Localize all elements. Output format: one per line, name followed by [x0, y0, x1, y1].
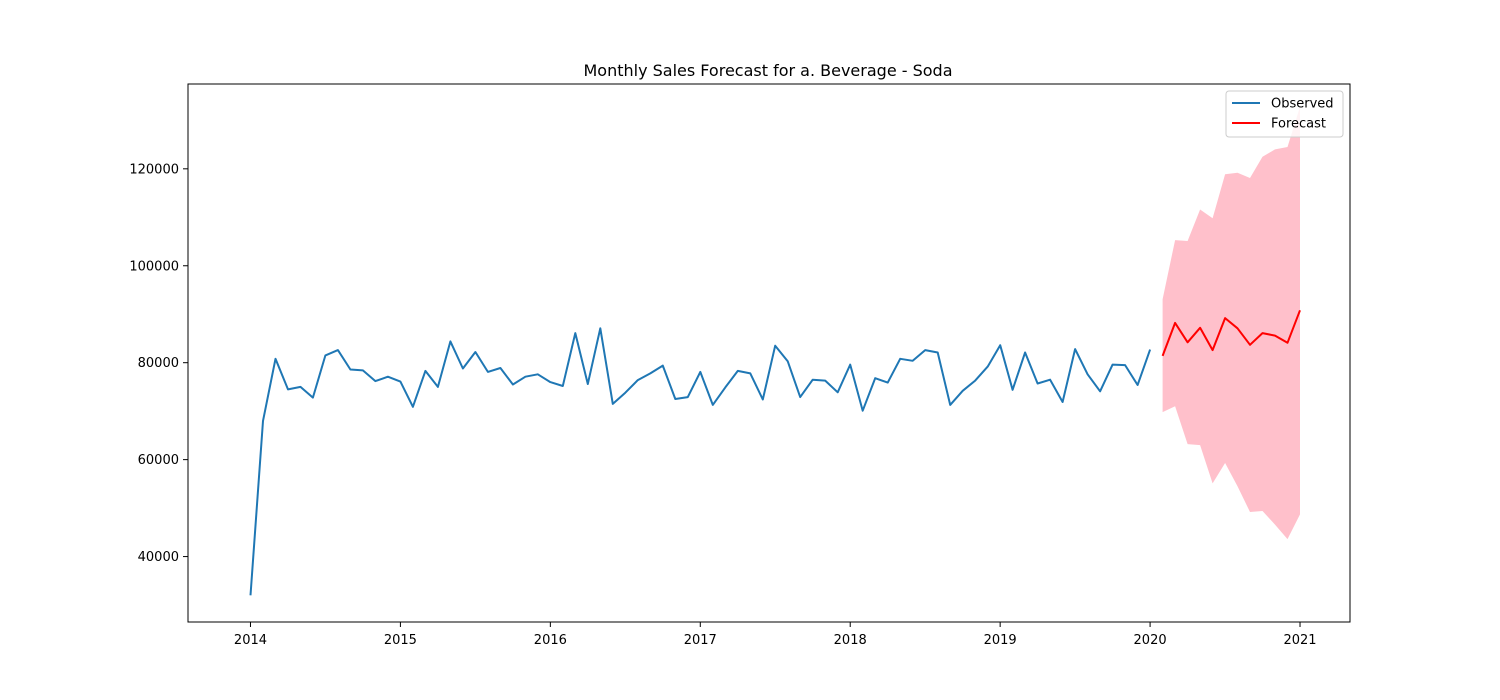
chart-title: Monthly Sales Forecast for a. Beverage -…: [583, 61, 952, 80]
legend-entry-forecast-label: Forecast: [1271, 117, 1326, 132]
legend-entry-observed-label: Observed: [1271, 97, 1334, 112]
x-tick-label: 2014: [234, 633, 267, 648]
axes-layer: 2014 2015 2016 2017 2018 2019 2020 2021 40000 600…: [129, 83, 1351, 648]
forecast-series-line: [1161, 309, 1301, 357]
x-tick-label: 2017: [684, 633, 717, 648]
y-tick-label: 100000: [129, 259, 179, 274]
x-tick-label: 2015: [384, 633, 417, 648]
series-line-layer: [249, 309, 1301, 596]
legend: Observed Forecast: [1225, 90, 1344, 138]
x-tick-label: 2016: [534, 633, 567, 648]
y-tick-label: 80000: [138, 356, 179, 371]
x-tick-label: 2020: [1134, 633, 1167, 648]
y-tick-label: 40000: [138, 550, 179, 565]
x-tick-label: 2018: [834, 633, 867, 648]
y-tick-label: 120000: [129, 162, 179, 177]
x-tick-label: 2021: [1283, 633, 1316, 648]
observed-series-line: [249, 327, 1152, 596]
x-tick-label: 2019: [984, 633, 1017, 648]
plot-frame: [187, 83, 1351, 623]
y-tick-label: 60000: [138, 453, 179, 468]
